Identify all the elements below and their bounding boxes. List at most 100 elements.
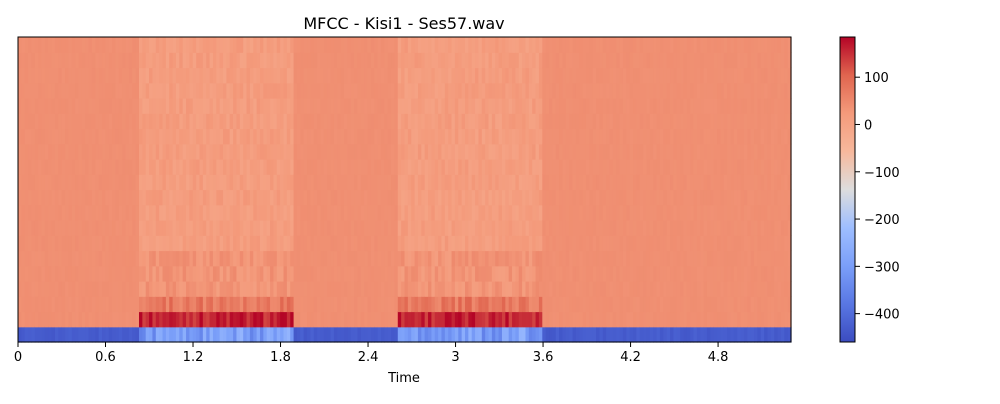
heatmap-cell [162,52,167,69]
heatmap-cell [169,281,174,297]
heatmap-cell [276,174,281,191]
heatmap-cell [273,52,278,69]
heatmap-cell [226,37,231,53]
heatmap-cell [162,128,167,145]
heatmap-cell [115,204,120,221]
heatmap-cell [300,52,305,69]
heatmap-cell [740,235,745,252]
heatmap-cell [293,174,298,191]
heatmap-cell [199,250,204,267]
heatmap-cell [478,113,483,130]
heatmap-cell [370,235,375,252]
heatmap-cell [451,113,456,130]
heatmap-cell [68,98,73,114]
heatmap-cell [488,250,493,267]
heatmap-cell [713,326,718,343]
heatmap-cell [606,128,611,145]
heatmap-cell [172,82,177,99]
heatmap-cell [81,189,86,206]
heatmap-cell [438,235,443,252]
heatmap-cell [488,235,493,252]
heatmap-cell [582,296,587,313]
heatmap-cell [471,113,476,130]
heatmap-cell [229,311,234,328]
heatmap-cell [206,82,211,99]
heatmap-cell [495,52,500,69]
heatmap-cell [65,326,70,343]
heatmap-cell [280,189,285,206]
heatmap-cell [512,52,517,69]
heatmap-cell [155,296,160,313]
heatmap-cell [317,113,322,130]
heatmap-cell [622,281,627,297]
heatmap-cell [246,204,251,221]
heatmap-cell [774,67,779,84]
heatmap-cell [444,143,449,160]
heatmap-cell [424,37,429,53]
heatmap-cell [75,82,80,99]
heatmap-cell [720,189,725,206]
heatmap-cell [340,235,345,252]
heatmap-cell [54,174,59,191]
heatmap-cell [522,113,527,130]
heatmap-cell [357,311,362,328]
heatmap-cell [780,326,785,343]
heatmap-cell [91,37,96,53]
heatmap-cell [622,37,627,53]
heatmap-cell [290,250,295,267]
heatmap-cell [327,37,332,53]
heatmap-cell [293,220,298,236]
heatmap-cell [606,204,611,221]
heatmap-cell [599,52,604,69]
heatmap-cell [233,174,238,191]
heatmap-cell [538,143,543,160]
heatmap-cell [28,67,33,84]
heatmap-cell [653,235,658,252]
heatmap-cell [475,113,480,130]
heatmap-cell [95,128,100,145]
heatmap-cell [673,159,678,175]
heatmap-cell [448,296,453,313]
heatmap-cell [454,143,459,160]
heatmap-cell [730,113,735,130]
heatmap-cell [538,281,543,297]
heatmap-cell [313,220,318,236]
heatmap-cell [434,37,439,53]
heatmap-cell [337,52,342,69]
heatmap-cell [71,281,76,297]
heatmap-cell [639,98,644,114]
heatmap-cell [65,143,70,160]
heatmap-cell [777,159,782,175]
heatmap-cell [196,128,201,145]
heatmap-cell [515,204,520,221]
heatmap-cell [75,128,80,145]
heatmap-cell [407,37,412,53]
heatmap-cell [128,326,133,343]
heatmap-cell [431,174,436,191]
heatmap-cell [118,326,123,343]
heatmap-cell [317,311,322,328]
heatmap-cell [41,265,46,282]
heatmap-cell [91,204,96,221]
heatmap-cell [350,128,355,145]
heatmap-cell [165,82,170,99]
heatmap-cell [91,296,96,313]
heatmap-cell [61,159,66,175]
heatmap-cell [579,37,584,53]
heatmap-cell [646,98,651,114]
heatmap-cell [575,311,580,328]
heatmap-cell [128,67,133,84]
heatmap-cell [212,220,217,236]
heatmap-cell [545,174,550,191]
heatmap-cell [717,98,722,114]
heatmap-cell [653,174,658,191]
heatmap-cell [219,326,224,343]
heatmap-cell [411,98,416,114]
heatmap-cell [515,296,520,313]
heatmap-cell [98,113,103,130]
heatmap-cell [380,82,385,99]
heatmap-cell [616,128,621,145]
heatmap-cell [451,82,456,99]
heatmap-cell [172,220,177,236]
heatmap-cell [71,37,76,53]
